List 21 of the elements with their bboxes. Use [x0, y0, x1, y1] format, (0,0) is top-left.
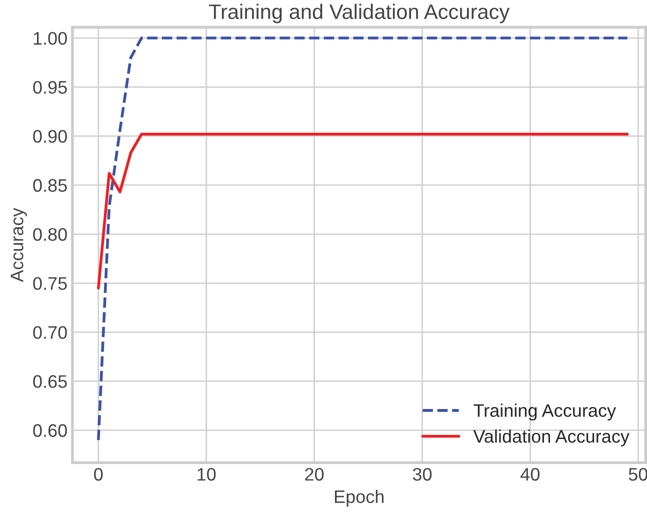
x-axis-title: Epoch — [334, 490, 384, 507]
y-axis-title: Accuracy — [10, 208, 27, 282]
x-tick-label: 50 — [628, 468, 647, 481]
y-tick-label: 0.85 — [33, 179, 67, 192]
y-tick-label: 0.60 — [33, 424, 67, 437]
y-tick-label: 0.75 — [33, 277, 67, 290]
x-tick-label: 40 — [520, 468, 540, 481]
legend-label: Validation Accuracy — [473, 430, 630, 446]
x-tick-label: 20 — [305, 468, 324, 481]
x-tick-label: 30 — [412, 468, 432, 481]
y-tick-label: 1.00 — [34, 32, 67, 45]
legend-label: Training Accuracy — [474, 404, 616, 420]
y-tick-label: 0.80 — [33, 228, 67, 241]
line-series — [96, 132, 629, 290]
y-tick-label: 0.90 — [33, 130, 67, 143]
x-tick-label: 0 — [94, 468, 103, 481]
y-tick-label: 0.95 — [33, 80, 67, 94]
x-tick-label: 10 — [198, 468, 216, 481]
y-tick-label: 0.65 — [33, 375, 67, 388]
chart-title: Training and Validation Accuracy — [209, 4, 510, 24]
y-tick-label: 0.70 — [33, 326, 67, 339]
